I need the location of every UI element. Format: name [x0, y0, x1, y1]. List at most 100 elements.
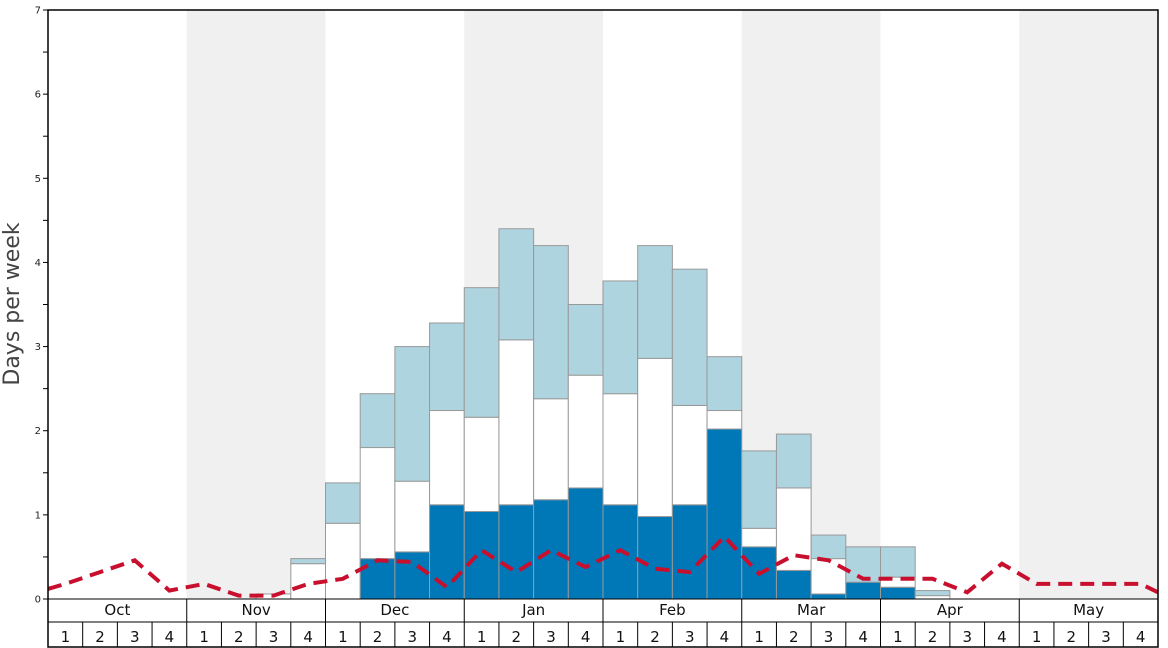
bar-segment	[880, 546, 916, 578]
bar-segment	[810, 593, 847, 600]
y-tick-label: 3	[35, 342, 41, 353]
bar-segment	[463, 510, 500, 600]
bar-segment	[567, 304, 604, 376]
week-label: 2	[650, 628, 660, 646]
week-label: 3	[269, 628, 279, 646]
week-label: 2	[789, 628, 799, 646]
week-label: 1	[893, 628, 903, 646]
trend-line	[47, 533, 1159, 598]
bar-segment	[775, 569, 812, 600]
week-label: 3	[407, 628, 417, 646]
week-label: 3	[962, 628, 972, 646]
month-label-may: May	[1073, 601, 1104, 619]
month-label-mar: Mar	[797, 601, 826, 619]
week-label: 1	[61, 628, 71, 646]
week-label: 3	[824, 628, 834, 646]
bar-segment	[741, 450, 777, 529]
week-label: 2	[512, 628, 522, 646]
bar-segment	[325, 482, 361, 524]
y-tick-label: 7	[35, 6, 41, 17]
x-axis: Oct 1 2 3 4 Nov 1 2 3 4 Dec 1 2 3 4 Jan 1 2 3 4 Feb 1 2 3 4 Mar 1 2…	[61, 599, 1146, 647]
bar-segment	[602, 393, 639, 506]
bar-segment	[394, 551, 431, 600]
bar-segment	[671, 404, 708, 506]
week-label: 1	[199, 628, 209, 646]
bar-segment	[290, 558, 326, 565]
bar-segment	[775, 433, 812, 489]
bar-segment	[463, 287, 500, 418]
bar-segment	[429, 410, 465, 506]
month-label-nov: Nov	[241, 601, 270, 619]
y-tick-label: 0	[35, 595, 41, 606]
week-label: 4	[858, 628, 868, 646]
bar-segment	[463, 416, 500, 512]
week-label: 2	[928, 628, 938, 646]
week-label: 3	[546, 628, 556, 646]
bar-segment	[810, 558, 847, 595]
bar-segment	[533, 245, 569, 400]
month-label-jan: Jan	[521, 601, 545, 619]
bar-segment	[637, 357, 673, 518]
trend-line-path	[47, 533, 1159, 598]
week-label: 4	[581, 628, 591, 646]
y-axis: 0 1 2 3 4 5 6 7	[35, 6, 48, 606]
week-label: 4	[165, 628, 175, 646]
week-label: 3	[130, 628, 140, 646]
week-label: 4	[997, 628, 1007, 646]
bar-segment	[706, 428, 743, 600]
month-band-may	[1019, 10, 1158, 599]
bar-segment	[741, 527, 777, 548]
bar-segment	[810, 534, 847, 560]
bars	[255, 228, 951, 600]
week-label: 3	[685, 628, 695, 646]
bar-segment	[394, 480, 431, 553]
bar-segment	[567, 487, 604, 600]
y-tick-label: 2	[35, 426, 41, 437]
bar-segment	[637, 516, 673, 600]
week-label: 1	[616, 628, 626, 646]
bar-segment	[914, 595, 951, 600]
bar-segment	[533, 499, 569, 600]
month-label-dec: Dec	[380, 601, 409, 619]
bar-segment	[880, 586, 916, 600]
week-label: 4	[442, 628, 452, 646]
bar-segment	[671, 268, 708, 406]
week-label: 1	[754, 628, 764, 646]
bar-segment	[498, 504, 535, 600]
week-label: 4	[1136, 628, 1146, 646]
bar-segment	[429, 322, 465, 412]
bar-segment	[429, 504, 465, 600]
week-label: 4	[720, 628, 730, 646]
bar-segment	[359, 393, 396, 449]
week-label: 2	[1067, 628, 1077, 646]
week-label: 1	[338, 628, 348, 646]
bar-segment	[845, 546, 881, 583]
bar-segment	[498, 228, 535, 341]
week-label: 1	[477, 628, 487, 646]
month-band-nov	[186, 10, 326, 599]
week-label: 2	[373, 628, 383, 646]
bar-segment	[498, 339, 535, 506]
bar-segment	[671, 504, 708, 600]
bar-segment	[706, 410, 743, 430]
y-axis-title: Days per week	[0, 222, 25, 385]
y-tick-label: 5	[35, 174, 41, 185]
y-tick-label: 1	[35, 510, 41, 521]
bar-segment	[602, 280, 639, 395]
bar-segment	[325, 522, 361, 600]
bar-segment	[845, 581, 881, 600]
bar-segment	[359, 447, 396, 560]
month-label-apr: Apr	[937, 601, 964, 619]
week-label: 1	[1032, 628, 1042, 646]
bar-segment	[706, 356, 743, 412]
week-label: 2	[234, 628, 244, 646]
week-label: 4	[303, 628, 313, 646]
y-tick-label: 4	[35, 258, 41, 269]
bar-segment	[394, 346, 431, 482]
bar-segment	[637, 245, 673, 359]
bar-segment	[567, 374, 604, 489]
week-label: 3	[1101, 628, 1111, 646]
month-label-oct: Oct	[104, 601, 130, 619]
bar-segment	[533, 398, 569, 501]
